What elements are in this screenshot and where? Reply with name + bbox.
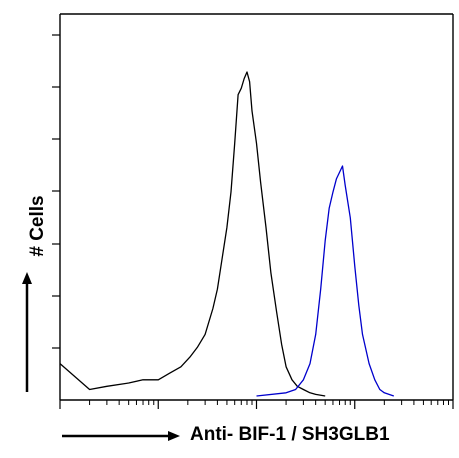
x-axis-label: Anti- BIF-1 / SH3GLB1 [190, 424, 390, 445]
stained-histogram-line [256, 165, 395, 397]
control-histogram-line [59, 71, 326, 397]
histogram-curves [59, 71, 395, 397]
plot-frame [59, 13, 454, 401]
axis-ticks [52, 34, 454, 409]
x-arrow-head [168, 431, 180, 441]
axis-arrows [22, 272, 180, 441]
y-arrow-head [22, 272, 32, 284]
y-axis-label: # Cells [27, 195, 48, 257]
